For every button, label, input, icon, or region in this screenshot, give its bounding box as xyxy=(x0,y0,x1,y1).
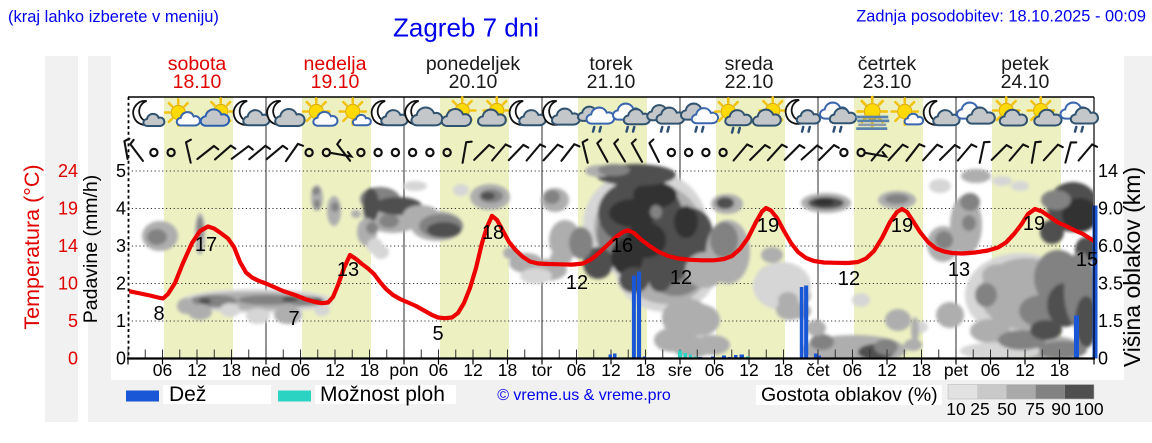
svg-text:18: 18 xyxy=(498,360,517,380)
svg-text:0: 0 xyxy=(116,349,126,369)
svg-text:19: 19 xyxy=(757,215,779,237)
svg-text:ponedeljek: ponedeljek xyxy=(426,53,521,75)
svg-text:06: 06 xyxy=(291,360,310,380)
svg-text:10: 10 xyxy=(946,399,966,419)
svg-text:5: 5 xyxy=(116,161,126,181)
svg-text:12: 12 xyxy=(566,272,588,294)
svg-text:24.10: 24.10 xyxy=(1001,71,1050,93)
svg-text:Višina oblakov (km): Višina oblakov (km) xyxy=(1119,167,1145,367)
svg-text:Zagreb 7 dni: Zagreb 7 dni xyxy=(393,13,539,43)
svg-text:14: 14 xyxy=(1098,161,1118,181)
svg-text:6.0: 6.0 xyxy=(1098,236,1123,256)
svg-text:sobota: sobota xyxy=(168,53,227,75)
svg-text:16: 16 xyxy=(611,235,633,257)
svg-text:12: 12 xyxy=(739,360,758,380)
svg-text:7: 7 xyxy=(288,308,299,330)
svg-text:14: 14 xyxy=(58,236,78,256)
svg-text:sre: sre xyxy=(668,360,692,380)
svg-text:petek: petek xyxy=(1001,53,1049,75)
svg-text:25: 25 xyxy=(970,399,989,419)
svg-text:Temperatura (°C): Temperatura (°C) xyxy=(20,164,44,329)
svg-text:tor: tor xyxy=(532,360,553,380)
svg-text:8: 8 xyxy=(153,303,164,325)
svg-text:Padavine (mm/h): Padavine (mm/h) xyxy=(80,175,102,323)
svg-text:pet: pet xyxy=(944,360,968,380)
svg-text:12: 12 xyxy=(877,360,896,380)
svg-text:Gostota oblakov (%): Gostota oblakov (%) xyxy=(761,384,938,406)
svg-text:5: 5 xyxy=(432,323,443,345)
svg-text:50: 50 xyxy=(997,399,1017,419)
svg-text:ned: ned xyxy=(251,360,280,380)
svg-text:četrtek: četrtek xyxy=(858,53,917,75)
svg-text:19: 19 xyxy=(58,199,78,219)
svg-text:18: 18 xyxy=(482,222,504,244)
svg-text:06: 06 xyxy=(153,360,172,380)
svg-text:torek: torek xyxy=(589,53,633,75)
svg-text:17: 17 xyxy=(195,234,217,256)
svg-text:(kraj lahko izberete v meniju): (kraj lahko izberete v meniju) xyxy=(8,8,219,26)
svg-text:13: 13 xyxy=(337,259,359,281)
svg-text:nedelja: nedelja xyxy=(304,53,367,75)
svg-text:23.10: 23.10 xyxy=(863,71,912,93)
svg-text:Možnost ploh: Možnost ploh xyxy=(320,383,445,406)
svg-text:čet: čet xyxy=(806,360,829,380)
svg-text:22.10: 22.10 xyxy=(725,71,774,93)
svg-text:06: 06 xyxy=(429,360,448,380)
svg-text:1: 1 xyxy=(116,311,126,331)
svg-text:10: 10 xyxy=(58,274,78,294)
svg-text:06: 06 xyxy=(843,360,862,380)
svg-text:12: 12 xyxy=(463,360,482,380)
svg-text:1.5: 1.5 xyxy=(1098,311,1123,331)
svg-text:100: 100 xyxy=(1074,399,1103,419)
svg-text:5: 5 xyxy=(68,311,78,331)
svg-text:12: 12 xyxy=(187,360,206,380)
svg-text:06: 06 xyxy=(981,360,1000,380)
svg-text:3: 3 xyxy=(116,236,126,256)
svg-text:06: 06 xyxy=(705,360,724,380)
svg-text:18: 18 xyxy=(222,360,241,380)
svg-text:12: 12 xyxy=(838,268,860,290)
svg-text:9.0: 9.0 xyxy=(1098,199,1123,219)
svg-text:sreda: sreda xyxy=(725,53,774,75)
svg-text:0: 0 xyxy=(68,349,78,369)
svg-text:90: 90 xyxy=(1051,399,1071,419)
svg-text:18: 18 xyxy=(636,360,655,380)
svg-text:12: 12 xyxy=(670,267,692,289)
svg-text:13: 13 xyxy=(948,259,970,281)
svg-text:18: 18 xyxy=(360,360,379,380)
svg-text:18: 18 xyxy=(1050,360,1069,380)
svg-text:18: 18 xyxy=(774,360,793,380)
svg-text:12: 12 xyxy=(601,360,620,380)
svg-text:19: 19 xyxy=(891,215,913,237)
svg-text:15: 15 xyxy=(1076,249,1098,271)
svg-text:Dež: Dež xyxy=(169,383,206,406)
svg-text:0: 0 xyxy=(1098,349,1108,369)
svg-text:06: 06 xyxy=(567,360,586,380)
svg-text:4: 4 xyxy=(116,199,126,219)
svg-text:2: 2 xyxy=(116,274,126,294)
svg-text:12: 12 xyxy=(1015,360,1034,380)
svg-text:3.5: 3.5 xyxy=(1098,274,1123,294)
svg-text:24: 24 xyxy=(58,161,78,181)
svg-text:Zadnja posodobitev: 18.10.2025: Zadnja posodobitev: 18.10.2025 - 00:09 xyxy=(856,8,1146,26)
svg-text:21.10: 21.10 xyxy=(587,71,636,93)
svg-text:© vreme.us & vreme.pro: © vreme.us & vreme.pro xyxy=(497,387,671,404)
svg-text:19.10: 19.10 xyxy=(311,71,360,93)
svg-text:12: 12 xyxy=(325,360,344,380)
svg-text:18: 18 xyxy=(912,360,931,380)
svg-text:20.10: 20.10 xyxy=(449,71,498,93)
svg-text:75: 75 xyxy=(1025,399,1044,419)
svg-text:19: 19 xyxy=(1023,213,1045,235)
svg-text:18.10: 18.10 xyxy=(173,71,222,93)
svg-text:pon: pon xyxy=(389,360,418,380)
